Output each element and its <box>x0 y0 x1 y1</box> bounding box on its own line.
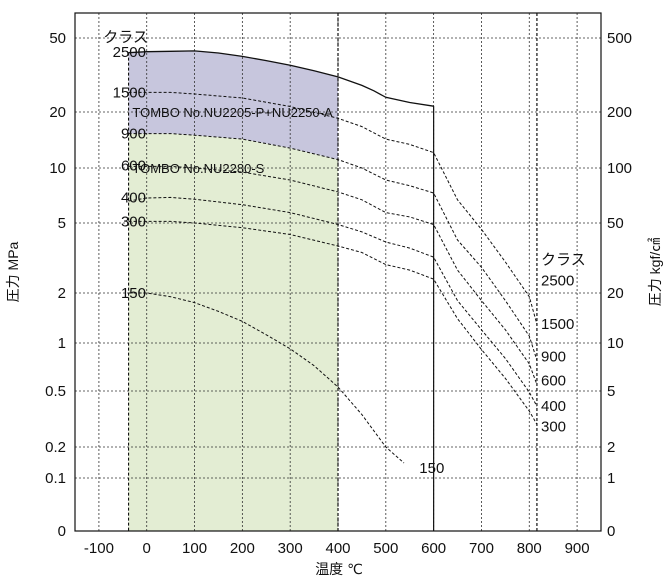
y-left-tick-label: 0 <box>58 523 66 540</box>
right-class-label: 400 <box>541 398 566 415</box>
right-class-label: 900 <box>541 349 566 366</box>
y-right-tick-label: 5 <box>607 383 615 400</box>
right-class-header: クラス <box>541 252 586 269</box>
text-layer: -100 0 100 200 300 400 500 600 700 800 90050201052… <box>5 29 663 576</box>
y-left-tick-label: 1 <box>58 335 66 352</box>
y-left-axis-label: 圧力 MPa <box>5 241 21 302</box>
region-label-nu2280: TOMBO No.NU2280-S <box>132 161 264 176</box>
y-right-tick-label: 50 <box>607 215 624 232</box>
y-right-tick-label: 1 <box>607 470 615 487</box>
series-line-class-900 <box>128 133 538 361</box>
x-tick-label: 200 <box>230 540 255 557</box>
series-line-class-1500 <box>128 91 538 325</box>
right-class-label: 300 <box>541 418 566 435</box>
left-class-label: 1500 <box>113 84 146 101</box>
right-class-label: 2500 <box>541 273 574 290</box>
x-tick-label: 800 <box>517 540 542 557</box>
left-class-header: クラス <box>103 29 148 46</box>
y-left-tick-label: 20 <box>49 104 66 121</box>
x-tick-label: 700 <box>469 540 494 557</box>
x-tick-label: -100 <box>84 540 114 557</box>
class-150-end-label: 150 <box>419 460 444 477</box>
x-tick-label: 100 <box>182 540 207 557</box>
x-tick-label: 400 <box>325 540 350 557</box>
left-class-label: 600 <box>121 158 146 175</box>
right-class-label: 600 <box>541 373 566 390</box>
y-left-tick-label: 2 <box>58 285 66 302</box>
y-left-tick-label: 0.1 <box>45 470 66 487</box>
y-right-tick-label: 0 <box>607 523 615 540</box>
right-class-label: 1500 <box>541 316 574 333</box>
x-tick-label: 600 <box>421 540 446 557</box>
y-left-tick-label: 10 <box>49 160 66 177</box>
region-nu2280-s <box>128 133 338 531</box>
y-right-tick-label: 500 <box>607 30 632 47</box>
x-tick-label: 300 <box>278 540 303 557</box>
region-label-nu2205: TOMBO No.NU2205-P+NU2250-A <box>132 105 333 120</box>
y-right-tick-label: 20 <box>607 285 624 302</box>
y-left-tick-label: 5 <box>58 215 66 232</box>
y-left-tick-label: 50 <box>49 30 66 47</box>
x-axis-label: 温度 ℃ <box>315 561 363 576</box>
series-layer <box>128 13 538 531</box>
y-right-tick-label: 100 <box>607 160 632 177</box>
left-class-label: 2500 <box>113 44 146 61</box>
series-line-class-300 <box>128 220 538 425</box>
x-tick-label: 0 <box>143 540 151 557</box>
y-right-axis-label: 圧力 kgf/㎠ <box>647 238 663 306</box>
y-right-tick-label: 2 <box>607 439 615 456</box>
series-line-class-600 <box>128 165 538 385</box>
x-tick-label: 500 <box>373 540 398 557</box>
left-class-label: 900 <box>121 126 146 143</box>
series-line-class-2500 <box>128 50 434 107</box>
left-class-label: 400 <box>121 189 146 206</box>
left-class-label: 300 <box>121 213 146 230</box>
x-tick-label: 900 <box>565 540 590 557</box>
y-right-tick-label: 10 <box>607 335 624 352</box>
series-line-class-400 <box>128 196 538 407</box>
y-left-tick-label: 0.2 <box>45 439 66 456</box>
series-line-class-150 <box>128 292 405 464</box>
y-left-tick-label: 0.5 <box>45 383 66 400</box>
region-nu2205-p-nu2250-a <box>128 50 338 160</box>
left-class-label: 150 <box>121 285 146 302</box>
fill-layer <box>128 50 338 531</box>
y-right-tick-label: 200 <box>607 104 632 121</box>
